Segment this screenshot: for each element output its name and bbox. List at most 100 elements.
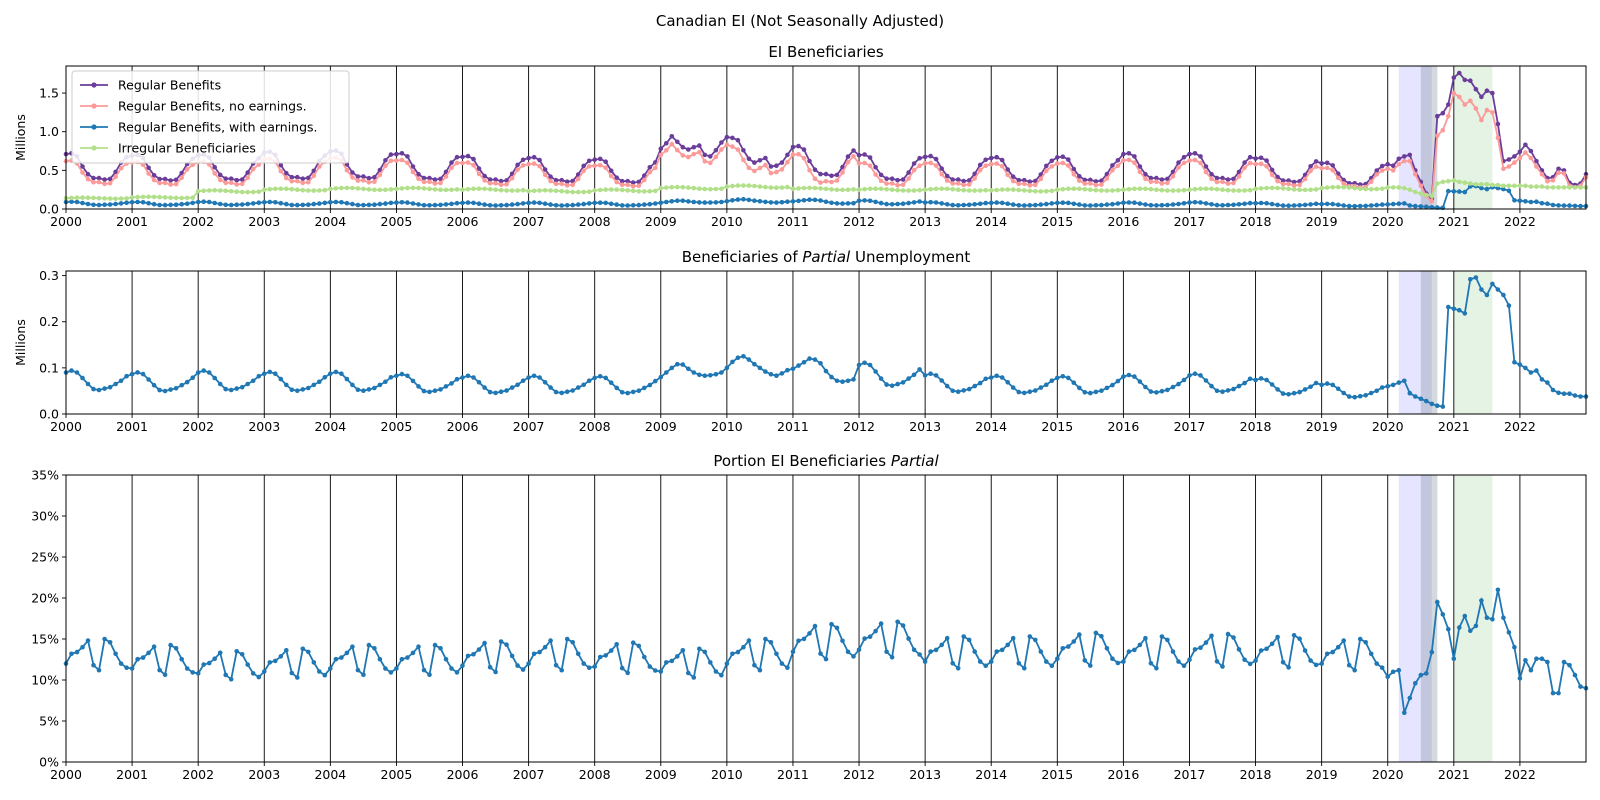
data-point [267,199,273,205]
data-point [228,180,234,185]
data-point [796,143,801,149]
data-point [1115,201,1121,206]
data-point [1517,183,1523,189]
data-point [702,649,708,655]
data-point [1088,187,1093,192]
data-point [1192,151,1198,156]
data-point [394,151,399,157]
data-point [493,187,498,192]
data-point [1363,186,1368,192]
data-point [1435,599,1440,605]
data-point [774,163,779,168]
data-point [1159,181,1165,186]
data-point [933,156,939,162]
data-point [1022,181,1027,187]
data-point [74,649,80,655]
data-point [939,186,944,191]
data-point [460,187,465,192]
data-point [922,200,928,205]
data-point [988,200,994,206]
data-point [1082,177,1088,183]
data-point [1104,385,1110,391]
data-point [151,644,157,649]
data-point [416,185,421,191]
data-point [581,168,586,174]
data-point [680,362,686,367]
data-point [151,201,157,207]
data-point [300,180,306,186]
data-point [564,636,570,642]
data-point [570,202,575,208]
data-point [228,677,234,682]
x-tick-label-2017: 2017 [1174,214,1206,229]
data-point [1512,198,1517,203]
data-point [575,189,581,195]
data-point [278,186,284,191]
x-tick-label-2015: 2015 [1041,767,1073,782]
data-point [911,161,917,166]
x-tick-label-2016: 2016 [1107,214,1139,229]
data-point [267,660,273,665]
data-point [597,187,603,193]
data-point [223,386,228,392]
data-point [454,187,460,192]
data-point [1242,165,1247,171]
data-point [851,654,856,659]
x-tick-label-2015: 2015 [1041,214,1073,229]
data-point [129,371,135,377]
data-point [217,201,223,207]
data-point [80,170,85,175]
data-point [564,179,570,184]
data-point [537,163,542,169]
data-point [686,199,691,204]
data-point [377,656,383,662]
data-point [895,182,900,188]
data-point [1209,383,1214,389]
x-tick-label-2004: 2004 [314,419,346,434]
data-point [1402,378,1407,384]
data-point [581,382,586,388]
data-point [438,180,443,186]
data-point [306,175,311,181]
x-tick-label-2008: 2008 [579,419,611,434]
data-point [548,178,553,184]
data-point [1071,639,1077,644]
data-point [1148,202,1154,208]
data-point [289,174,295,180]
data-point [1457,94,1462,100]
data-point [1082,658,1088,663]
data-point [1407,158,1413,164]
data-point [608,168,614,173]
data-point [1424,192,1429,198]
data-point [493,203,498,208]
data-point [471,652,476,657]
data-point [1060,374,1066,379]
data-point [405,655,410,660]
data-point [548,202,553,207]
data-point [917,367,922,372]
data-point [1308,168,1313,174]
data-point [1198,160,1203,166]
data-point [636,183,642,189]
x-tick-label-2001: 2001 [116,214,148,229]
data-point [388,670,394,675]
x-tick-label-2010: 2010 [711,419,743,434]
data-point [195,188,201,194]
data-point [1429,649,1435,655]
data-point [630,389,636,395]
data-point [741,157,746,163]
data-point [988,375,994,380]
data-point [983,663,988,669]
data-point [1198,373,1203,378]
shaded-span-1 [1398,271,1432,414]
y-tick-label-6: 30% [31,509,59,524]
data-point [465,186,471,192]
data-point [1297,636,1302,641]
data-point [807,356,812,361]
data-point [140,162,146,167]
data-point [1016,177,1022,183]
data-point [107,640,113,645]
data-point [961,182,966,188]
data-point [768,200,774,205]
data-point [840,379,845,385]
